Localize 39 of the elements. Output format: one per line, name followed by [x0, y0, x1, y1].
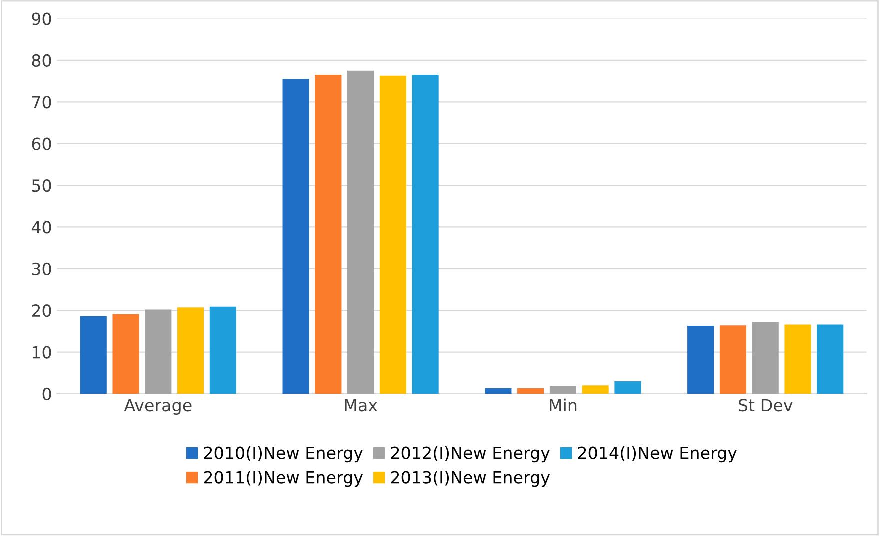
x-tick-label: Min	[550, 398, 577, 412]
y-tick-label: 60	[32, 138, 52, 150]
y-tick-label: 80	[32, 54, 52, 68]
bar	[348, 70, 374, 394]
bar	[112, 314, 140, 394]
bar	[210, 306, 236, 394]
y-tick-label: 0	[42, 388, 52, 401]
bar	[550, 386, 576, 394]
bar	[485, 388, 512, 394]
x-tick-label: St Dev	[739, 399, 793, 412]
y-tick-label: 30	[32, 262, 52, 276]
x-tick-label: Average	[124, 399, 192, 415]
legend-label: 2011(I)New Energy	[204, 470, 363, 488]
bar	[817, 324, 844, 394]
bar	[518, 388, 544, 394]
bar	[80, 316, 107, 394]
y-tick-label: 50	[32, 179, 52, 192]
legend-label: 2013(I)New Energy	[391, 470, 550, 488]
bar	[752, 322, 779, 394]
legend-label: 2012(I)New Energy	[391, 446, 550, 463]
y-tick-label: 10	[32, 346, 52, 359]
bar	[412, 75, 439, 394]
y-tick-label: 90	[32, 12, 52, 26]
legend-label: 2010(I)New Energy	[204, 446, 363, 463]
bar	[720, 326, 746, 394]
bar	[282, 79, 310, 394]
y-tick-label: 70	[32, 96, 52, 109]
y-tick-label: 20	[32, 304, 52, 318]
bar	[614, 381, 642, 394]
bar	[380, 76, 406, 394]
bar	[582, 386, 609, 394]
legend-label: 2014(I)New Energy	[578, 446, 738, 463]
bar	[178, 308, 204, 394]
x-tick-label: Max	[345, 399, 378, 412]
bar	[784, 324, 812, 394]
bar	[145, 310, 172, 394]
bar	[688, 326, 714, 394]
bar	[315, 75, 342, 394]
y-tick-label: 40	[32, 221, 52, 234]
